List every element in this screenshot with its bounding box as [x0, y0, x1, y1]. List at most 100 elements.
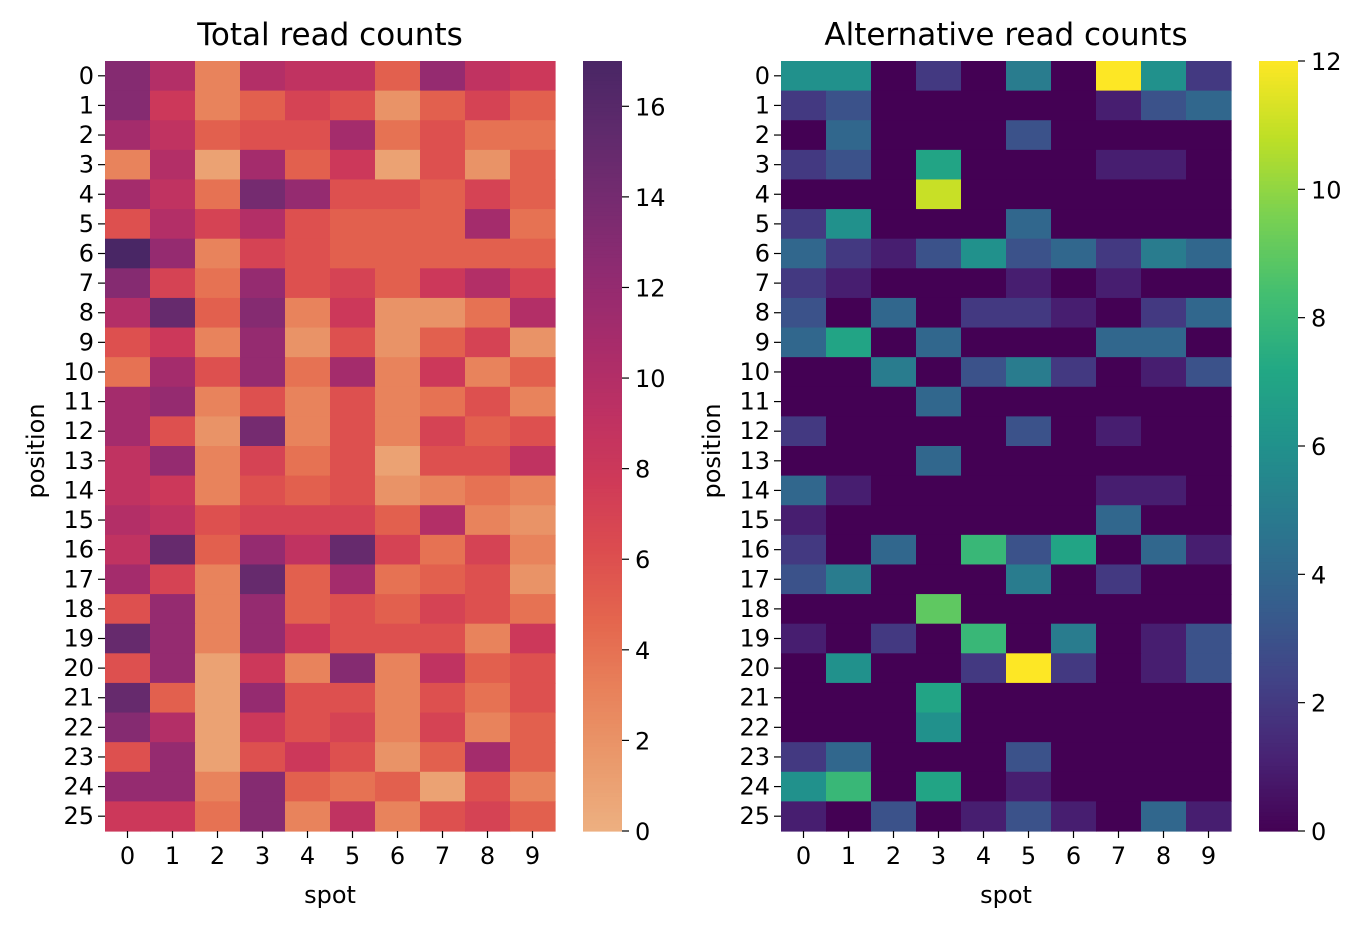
heatmap-cell-r22-c6 — [375, 712, 421, 743]
heatmap-cell-r21-c9 — [510, 682, 556, 714]
heatmap-cell-r14-c7 — [1096, 475, 1142, 506]
heatmap-cell-r8-c6 — [375, 297, 421, 329]
heatmap-cell-r17-c8 — [1141, 564, 1187, 595]
heatmap-cell-r4-c3 — [240, 179, 286, 210]
colorbar-tick-label: 14 — [635, 184, 666, 212]
heatmap-cell-r11-c6 — [1051, 386, 1097, 417]
heatmap-cell-r15-c1 — [150, 505, 196, 536]
x-tick-label: 1 — [841, 842, 856, 870]
heatmap-cell-r10-c6 — [375, 357, 421, 388]
heatmap-cell-r23-c0 — [105, 742, 151, 773]
heatmap-cell-r22-c2 — [195, 712, 241, 743]
colorbar-segment — [583, 457, 622, 462]
y-tick-label: 6 — [79, 240, 94, 268]
heatmap-cell-r11-c5 — [330, 386, 376, 417]
colorbar-segment — [583, 399, 622, 405]
heatmap-cell-r22-c1 — [150, 712, 196, 743]
heatmap-cell-r14-c9 — [1186, 475, 1232, 506]
heatmap-cell-r2-c7 — [420, 120, 466, 151]
heatmap-cell-r10-c7 — [420, 357, 466, 388]
heatmap-cell-r8-c2 — [871, 297, 917, 329]
colorbar-segment — [1259, 703, 1298, 709]
heatmap-cell-r13-c3 — [916, 446, 962, 477]
heatmap-cell-r25-c8 — [465, 801, 511, 832]
colorbar-segment — [583, 557, 622, 563]
heatmap-cell-r4-c9 — [510, 179, 556, 210]
heatmap-cell-r22-c0 — [781, 712, 827, 743]
heatmap-cell-r22-c4 — [961, 712, 1007, 743]
colorbar-segment — [583, 157, 622, 162]
colorbar-segment — [1259, 549, 1298, 555]
colorbar-segment — [1259, 526, 1298, 532]
heatmap-cell-r8-c8 — [465, 297, 511, 329]
colorbar-segment — [1259, 765, 1298, 770]
heatmap-cell-r3-c9 — [1186, 149, 1232, 181]
colorbar-segment — [583, 757, 622, 763]
heatmap-cell-r5-c3 — [240, 209, 286, 240]
colorbar-segment — [1259, 496, 1298, 501]
colorbar-segment — [1259, 315, 1298, 320]
heatmap-cell-r8-c2 — [195, 297, 241, 329]
heatmap-cell-r9-c9 — [1186, 327, 1232, 358]
heatmap-cell-r20-c0 — [105, 653, 151, 684]
colorbar-segment — [583, 118, 622, 124]
colorbar-segment — [1259, 176, 1298, 181]
colorbar-segment — [583, 403, 622, 409]
colorbar-segment — [1259, 426, 1298, 432]
heatmap-cell-r23-c5 — [330, 742, 376, 773]
colorbar-segment — [583, 642, 622, 647]
heatmap-cell-r9-c5 — [1006, 327, 1052, 358]
heatmap-cell-r12-c6 — [375, 416, 421, 447]
heatmap-cell-r1-c9 — [1186, 90, 1232, 121]
heatmap-cell-r19-c4 — [285, 623, 331, 654]
colorbar-segment — [583, 361, 622, 366]
heatmap-cell-r7-c7 — [420, 268, 466, 299]
y-tick-label: 1 — [755, 91, 770, 119]
colorbar-segment — [583, 499, 622, 505]
colorbar-segment — [583, 95, 622, 101]
heatmap-cell-r11-c5 — [1006, 386, 1052, 417]
y-tick-label: 6 — [755, 240, 770, 268]
heatmap-cell-r17-c5 — [1006, 564, 1052, 595]
heatmap-cell-r0-c0 — [781, 61, 827, 92]
colorbar-segment — [583, 734, 622, 740]
colorbar-segment — [1259, 673, 1298, 678]
colorbar-segment — [1259, 345, 1298, 351]
colorbar-segment — [583, 365, 622, 370]
colorbar-segment — [583, 253, 622, 258]
heatmap-cell-r22-c3 — [916, 712, 962, 743]
heatmap-cell-r19-c9 — [1186, 623, 1232, 654]
colorbar-segment — [1259, 249, 1298, 255]
colorbar-segment — [583, 268, 622, 274]
heatmap-cell-r12-c2 — [871, 416, 917, 447]
colorbar-segment — [1259, 692, 1298, 697]
heatmap-cell-r7-c2 — [871, 268, 917, 299]
heatmap-cell-r18-c2 — [195, 594, 241, 625]
colorbar-segment — [1259, 292, 1298, 297]
heatmap-cell-r10-c9 — [510, 357, 556, 388]
y-tick-labels-alternative: 0123456789101112131415161718192021222324… — [739, 62, 781, 830]
colorbar-segment — [583, 800, 622, 805]
heatmap-cell-r7-c2 — [195, 268, 241, 299]
heatmap-cell-r7-c9 — [510, 268, 556, 299]
colorbar-segment — [583, 815, 622, 821]
heatmap-cell-r19-c7 — [1096, 623, 1142, 654]
colorbar-segment — [583, 807, 622, 813]
colorbar-segment — [1259, 446, 1298, 451]
heatmap-cell-r24-c7 — [1096, 771, 1142, 802]
colorbar-segment — [583, 546, 622, 551]
heatmap-cell-r6-c0 — [781, 238, 827, 269]
colorbar-segment — [1259, 538, 1298, 543]
colorbar-segment — [1259, 226, 1298, 231]
heatmap-cell-r7-c1 — [150, 268, 196, 299]
heatmap-cell-r0-c0 — [105, 61, 151, 92]
colorbar-segment — [1259, 584, 1298, 590]
colorbar-segment — [1259, 642, 1298, 647]
colorbar-segment — [1259, 488, 1298, 493]
colorbar-segment — [1259, 507, 1298, 513]
colorbar-segment — [583, 245, 622, 251]
y-tick-label: 22 — [63, 713, 94, 741]
heatmap-cell-r4-c6 — [1051, 179, 1097, 210]
colorbar-segment — [1259, 218, 1298, 224]
colorbar-segment — [583, 164, 622, 170]
